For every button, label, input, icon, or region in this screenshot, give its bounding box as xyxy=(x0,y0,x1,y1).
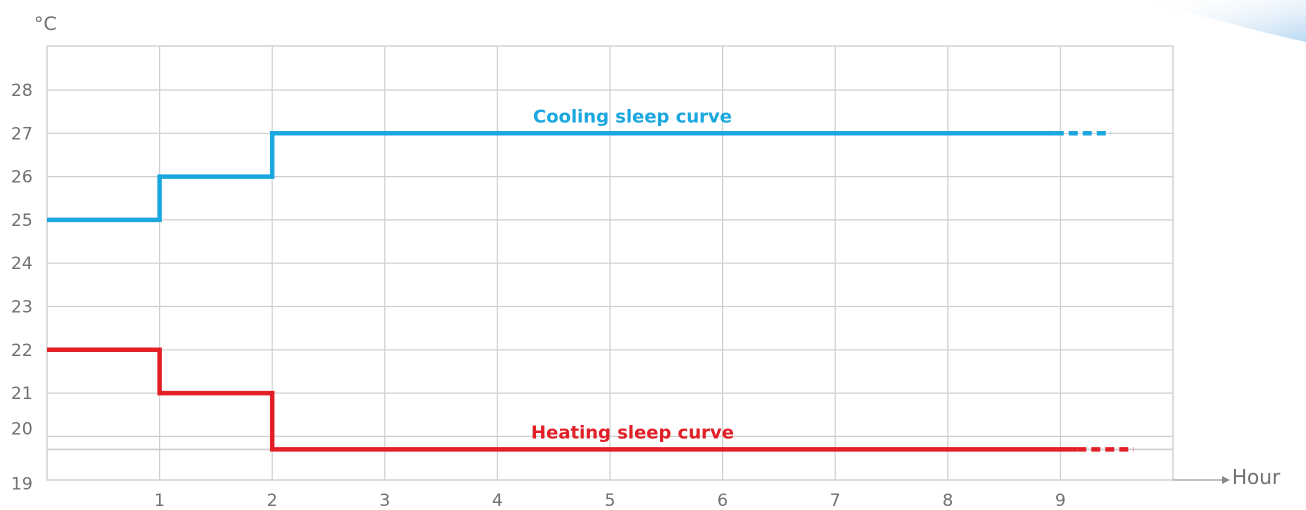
x-tick-labels: 1 2 3 4 5 6 7 8 9 xyxy=(154,491,1066,510)
series-label: Cooling sleep curve xyxy=(533,106,732,127)
x-tick-label: 2 xyxy=(267,491,278,510)
series-line xyxy=(47,131,1055,223)
x-tick-label: 6 xyxy=(717,491,728,510)
x-tick-label: 7 xyxy=(830,491,841,510)
y-tick-label: 24 xyxy=(11,254,33,274)
y-tick-label: 27 xyxy=(11,124,33,144)
x-tick-label: 8 xyxy=(942,491,953,510)
chart-series: Cooling sleep curve Heating sleep curve xyxy=(47,106,1134,452)
x-tick-label: 3 xyxy=(379,491,390,510)
x-axis-arrowhead xyxy=(1222,476,1230,484)
y-unit-label: °C xyxy=(34,13,57,35)
decorative-corner-shape xyxy=(1140,0,1306,42)
series-line xyxy=(47,347,1078,452)
y-tick-label: 25 xyxy=(11,211,33,231)
y-tick-label: 26 xyxy=(11,168,33,188)
series-label: Heating sleep curve xyxy=(531,422,734,443)
y-tick-label: 23 xyxy=(11,298,33,318)
x-axis-label: Hour xyxy=(1232,465,1281,489)
x-tick-label: 9 xyxy=(1055,491,1066,510)
y-tick-labels: 19 20 21 22 23 24 25 26 27 28 xyxy=(11,81,33,495)
y-tick-label: 19 xyxy=(11,475,33,495)
y-tick-label: 28 xyxy=(11,81,33,101)
x-tick-label: 4 xyxy=(492,491,503,510)
x-tick-label: 5 xyxy=(605,491,616,510)
chart-axes xyxy=(1173,476,1230,484)
y-tick-label: 20 xyxy=(11,419,33,439)
y-tick-label: 22 xyxy=(11,341,33,361)
y-tick-label: 21 xyxy=(11,384,33,404)
x-tick-label: 1 xyxy=(154,491,165,510)
